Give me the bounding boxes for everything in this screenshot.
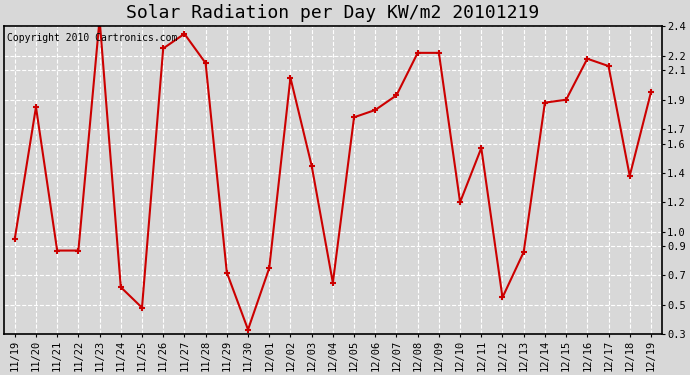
Title: Solar Radiation per Day KW/m2 20101219: Solar Radiation per Day KW/m2 20101219 (126, 4, 540, 22)
Text: Copyright 2010 Cartronics.com: Copyright 2010 Cartronics.com (8, 33, 178, 43)
